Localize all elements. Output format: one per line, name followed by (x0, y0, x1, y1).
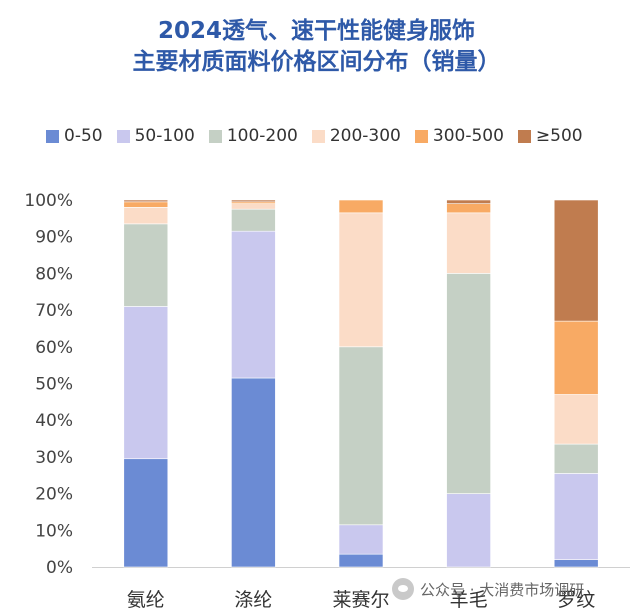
legend-swatch (208, 129, 222, 143)
y-tick-label: 70% (35, 301, 73, 321)
legend-item: 50-100 (116, 126, 195, 146)
watermark: 公众号 · 大消费市场调研 (392, 574, 584, 604)
chart-title-line-1: 2024透气、速干性能健身服饰 (157, 18, 475, 44)
legend-item: 100-200 (208, 126, 298, 146)
bar-segment (553, 199, 599, 322)
y-tick-label: 30% (35, 448, 73, 468)
legend-item: 200-300 (311, 126, 401, 146)
bar-segment (123, 458, 169, 568)
bar-segment (338, 212, 384, 348)
bar-segment (553, 320, 599, 395)
bar-segment (123, 207, 169, 225)
bar-segment (553, 394, 599, 445)
legend-label: 0-50 (64, 126, 103, 146)
legend-swatch (517, 129, 531, 143)
bar-segment (123, 199, 169, 203)
bar-segment (231, 203, 276, 210)
x-category-label: 涤纶 (234, 589, 272, 611)
x-category-label: 莱赛尔 (332, 589, 389, 611)
x-category-label: 罗纹 (557, 589, 595, 611)
legend-label: 50-100 (134, 126, 195, 146)
bar-segment (553, 443, 599, 474)
wechat-icon (392, 578, 414, 600)
legend-label: ≥500 (535, 126, 583, 146)
bar-segment (338, 524, 384, 555)
legend-label: 300-500 (432, 126, 504, 146)
y-tick-label: 90% (35, 228, 73, 248)
y-tick-label: 20% (35, 485, 73, 505)
y-tick-label: 100% (24, 191, 73, 211)
legend-label: 100-200 (226, 126, 298, 146)
bar-segment (123, 223, 169, 307)
bar-segment (446, 203, 491, 214)
bar-segment (231, 377, 276, 568)
bar-segment (231, 208, 276, 232)
legend-swatch (116, 129, 130, 143)
bar-segment (123, 306, 169, 460)
y-tick-label: 0% (46, 558, 73, 578)
y-tick-label: 80% (35, 264, 73, 284)
bar-segment (231, 230, 276, 379)
legend-swatch (414, 129, 428, 143)
bar-segment (338, 346, 384, 526)
legend-swatch (311, 129, 325, 143)
y-tick-label: 40% (35, 411, 73, 431)
bar-segment (553, 473, 599, 560)
bar-segment (338, 199, 384, 214)
legend-label: 200-300 (329, 126, 401, 146)
x-category-label: 氨纶 (127, 589, 165, 611)
x-category-label: 羊毛 (450, 589, 488, 611)
bar-segment (231, 199, 276, 203)
legend-item: 300-500 (414, 126, 504, 146)
bar-segment (446, 493, 491, 568)
legend-item: 0-50 (46, 126, 103, 146)
bar-segment (446, 273, 491, 494)
bar-segment (446, 199, 491, 204)
chart-title-line-2: 主要材质面料价格区间分布（销量） (132, 49, 501, 75)
legend-item: ≥500 (517, 126, 583, 146)
y-tick-label: 10% (35, 521, 73, 541)
bar-segment (553, 559, 599, 568)
chart-legend: 0-50 50-100 100-200 200-300 300-500 ≥500 (46, 124, 597, 148)
bar-segment (123, 201, 169, 208)
y-tick-label: 50% (35, 375, 73, 395)
bar-segment (446, 212, 491, 274)
bar-segment (338, 553, 384, 568)
legend-swatch (46, 129, 59, 143)
watermark-text: 公众号 · 大消费市场调研 (420, 580, 585, 599)
y-tick-label: 60% (35, 338, 73, 358)
